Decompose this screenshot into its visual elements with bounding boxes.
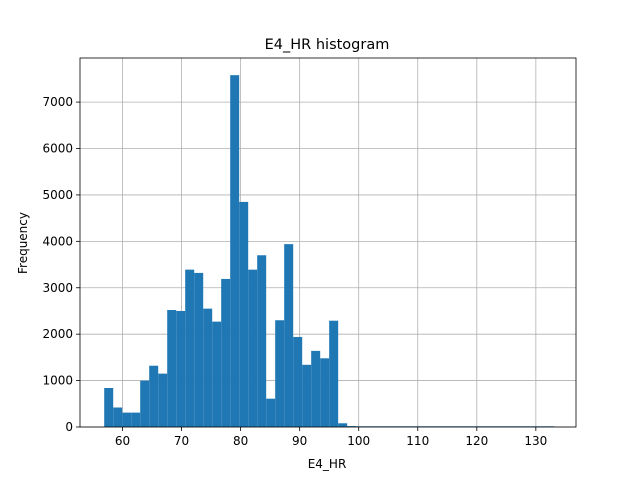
x-tick-label: 120 — [465, 434, 488, 448]
y-tick-label: 4000 — [42, 234, 73, 248]
y-tick-label: 7000 — [42, 95, 73, 109]
x-tick-label: 70 — [174, 434, 189, 448]
histogram-bar — [113, 407, 123, 427]
histogram-bar — [239, 201, 249, 427]
histogram-bar — [131, 412, 141, 427]
histogram-bar — [284, 244, 294, 427]
histogram-bar — [275, 320, 285, 427]
histogram-bar — [257, 255, 267, 427]
y-tick-label: 5000 — [42, 188, 73, 202]
y-tick-label: 6000 — [42, 142, 73, 156]
histogram-bar — [140, 380, 150, 427]
histogram-bar — [212, 321, 222, 427]
y-axis-label: Frequency — [16, 212, 30, 274]
histogram-bar — [221, 278, 231, 427]
bars — [104, 75, 555, 427]
histogram-bar — [293, 336, 303, 427]
histogram-bar — [194, 272, 204, 427]
y-tick-label: 0 — [65, 420, 73, 434]
histogram-bar — [311, 350, 321, 427]
y-axis-ticks: 0 1000 2000 3000 4000 5000 6000 7000 — [42, 95, 80, 434]
histogram-bar — [302, 364, 312, 427]
y-tick-label: 2000 — [42, 327, 73, 341]
histogram-bar — [185, 269, 195, 427]
histogram-bar — [122, 412, 132, 427]
x-tick-label: 110 — [406, 434, 429, 448]
histogram-bar — [230, 75, 240, 427]
histogram-bar — [338, 423, 348, 427]
histogram-bar — [266, 398, 276, 427]
histogram-bar — [158, 373, 168, 427]
histogram-bar — [320, 358, 330, 427]
histogram-bar — [176, 310, 186, 427]
x-axis-label: E4_HR — [308, 457, 347, 471]
x-axis-ticks: 60 70 80 90 100 110 120 130 — [115, 427, 547, 448]
histogram-bar — [248, 269, 258, 427]
x-tick-label: 130 — [524, 434, 547, 448]
histogram-bar — [149, 365, 159, 427]
x-tick-label: 80 — [233, 434, 248, 448]
plot-frame — [79, 57, 577, 428]
x-tick-label: 60 — [115, 434, 130, 448]
y-tick-label: 1000 — [42, 374, 73, 388]
chart-title: E4_HR histogram — [265, 37, 390, 53]
histogram-bar — [203, 308, 213, 427]
x-tick-label: 90 — [292, 434, 307, 448]
histogram-bar — [347, 426, 357, 427]
histogram-bar — [104, 388, 114, 427]
histogram-bar — [329, 320, 339, 427]
y-tick-label: 3000 — [42, 281, 73, 295]
x-tick-label: 100 — [347, 434, 370, 448]
histogram-bar — [167, 310, 177, 427]
